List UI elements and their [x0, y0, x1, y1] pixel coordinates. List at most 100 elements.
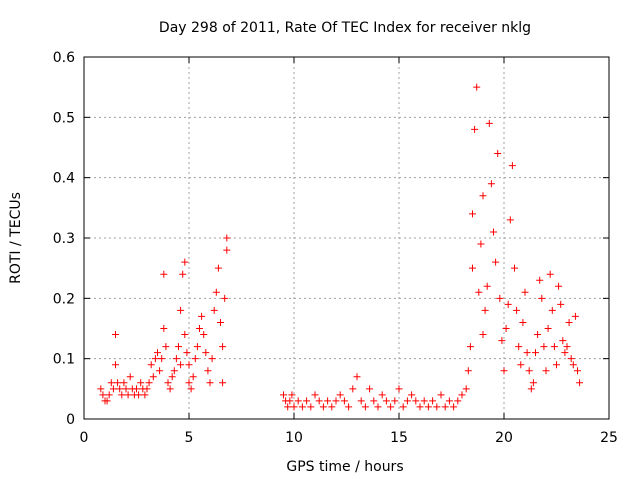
data-point — [294, 397, 302, 405]
data-point — [357, 397, 365, 405]
data-point — [109, 385, 117, 393]
data-point — [464, 367, 472, 375]
data-point — [469, 264, 476, 272]
data-point — [487, 180, 495, 188]
data-point — [490, 228, 497, 236]
x-tick-label: 5 — [185, 430, 194, 446]
data-point — [145, 379, 153, 387]
data-point — [525, 367, 533, 375]
data-point — [208, 355, 216, 363]
data-point — [374, 403, 382, 411]
data-point — [183, 349, 191, 357]
grid-lines — [84, 57, 609, 419]
data-point — [168, 373, 176, 381]
data-point — [286, 397, 294, 405]
data-point — [553, 361, 560, 369]
data-point — [561, 349, 569, 357]
data-point — [298, 403, 306, 411]
data-point — [536, 276, 544, 284]
data-point — [542, 367, 550, 375]
data-point — [517, 361, 525, 369]
data-point — [559, 337, 567, 345]
data-point — [391, 397, 399, 405]
x-tick-label: 15 — [390, 430, 408, 446]
data-point — [137, 379, 145, 387]
data-point — [177, 306, 185, 314]
data-point — [340, 397, 348, 405]
data-point — [185, 379, 193, 387]
y-axis-label: ROTI / TECUs — [8, 192, 24, 284]
data-point — [498, 337, 506, 345]
data-point — [103, 397, 111, 405]
data-point — [332, 397, 340, 405]
data-point — [99, 391, 107, 399]
data-point — [219, 379, 227, 387]
x-tick-label: 0 — [80, 430, 89, 446]
data-point — [454, 397, 462, 405]
data-point — [441, 403, 449, 411]
data-point — [403, 397, 411, 405]
data-point — [555, 282, 563, 290]
data-point — [206, 379, 214, 387]
data-point — [458, 391, 466, 399]
data-point — [193, 343, 201, 351]
data-point — [189, 373, 197, 381]
data-point — [546, 270, 554, 278]
data-point — [513, 306, 521, 314]
data-point — [538, 294, 546, 302]
data-point — [548, 306, 556, 314]
data-point — [172, 355, 180, 363]
data-point — [571, 312, 579, 320]
data-point — [408, 391, 416, 399]
x-axis-label: GPS time / hours — [286, 459, 403, 475]
data-point — [315, 397, 323, 405]
data-point — [217, 318, 224, 326]
data-point — [162, 343, 170, 351]
data-point — [164, 379, 172, 387]
data-point — [133, 385, 140, 393]
data-point — [477, 240, 485, 248]
x-tick-label: 10 — [285, 430, 303, 446]
data-point — [366, 385, 374, 393]
data-point — [202, 349, 210, 357]
data-point — [466, 343, 474, 351]
data-point — [179, 270, 187, 278]
data-point — [210, 306, 218, 314]
data-point — [141, 391, 149, 399]
y-tick-label: 0.1 — [53, 352, 75, 368]
data-point — [105, 391, 113, 399]
data-point — [433, 403, 441, 411]
data-point — [412, 397, 420, 405]
data-point — [492, 258, 500, 266]
data-point — [532, 349, 539, 357]
data-point — [527, 385, 535, 393]
data-point — [429, 397, 437, 405]
data-point — [284, 403, 292, 411]
data-point — [479, 331, 487, 339]
data-point — [307, 403, 315, 411]
y-tick-label: 0.5 — [53, 110, 75, 126]
data-point — [511, 264, 518, 272]
data-point — [576, 379, 584, 387]
data-point — [112, 361, 119, 369]
data-point — [114, 379, 122, 387]
data-point — [319, 403, 327, 411]
data-point — [521, 288, 529, 296]
data-point — [185, 361, 193, 369]
data-point — [126, 373, 134, 381]
y-tick-label: 0.3 — [53, 231, 75, 247]
data-point — [534, 331, 542, 339]
data-point — [166, 385, 174, 393]
data-point — [515, 343, 523, 351]
data-point — [324, 397, 332, 405]
data-point — [481, 306, 489, 314]
data-point — [160, 270, 168, 278]
data-point — [122, 385, 130, 393]
data-point — [483, 282, 491, 290]
data-point — [475, 288, 483, 296]
data-point — [177, 361, 185, 369]
x-tick-label: 25 — [600, 430, 618, 446]
data-point — [574, 367, 581, 375]
data-point — [107, 379, 115, 387]
